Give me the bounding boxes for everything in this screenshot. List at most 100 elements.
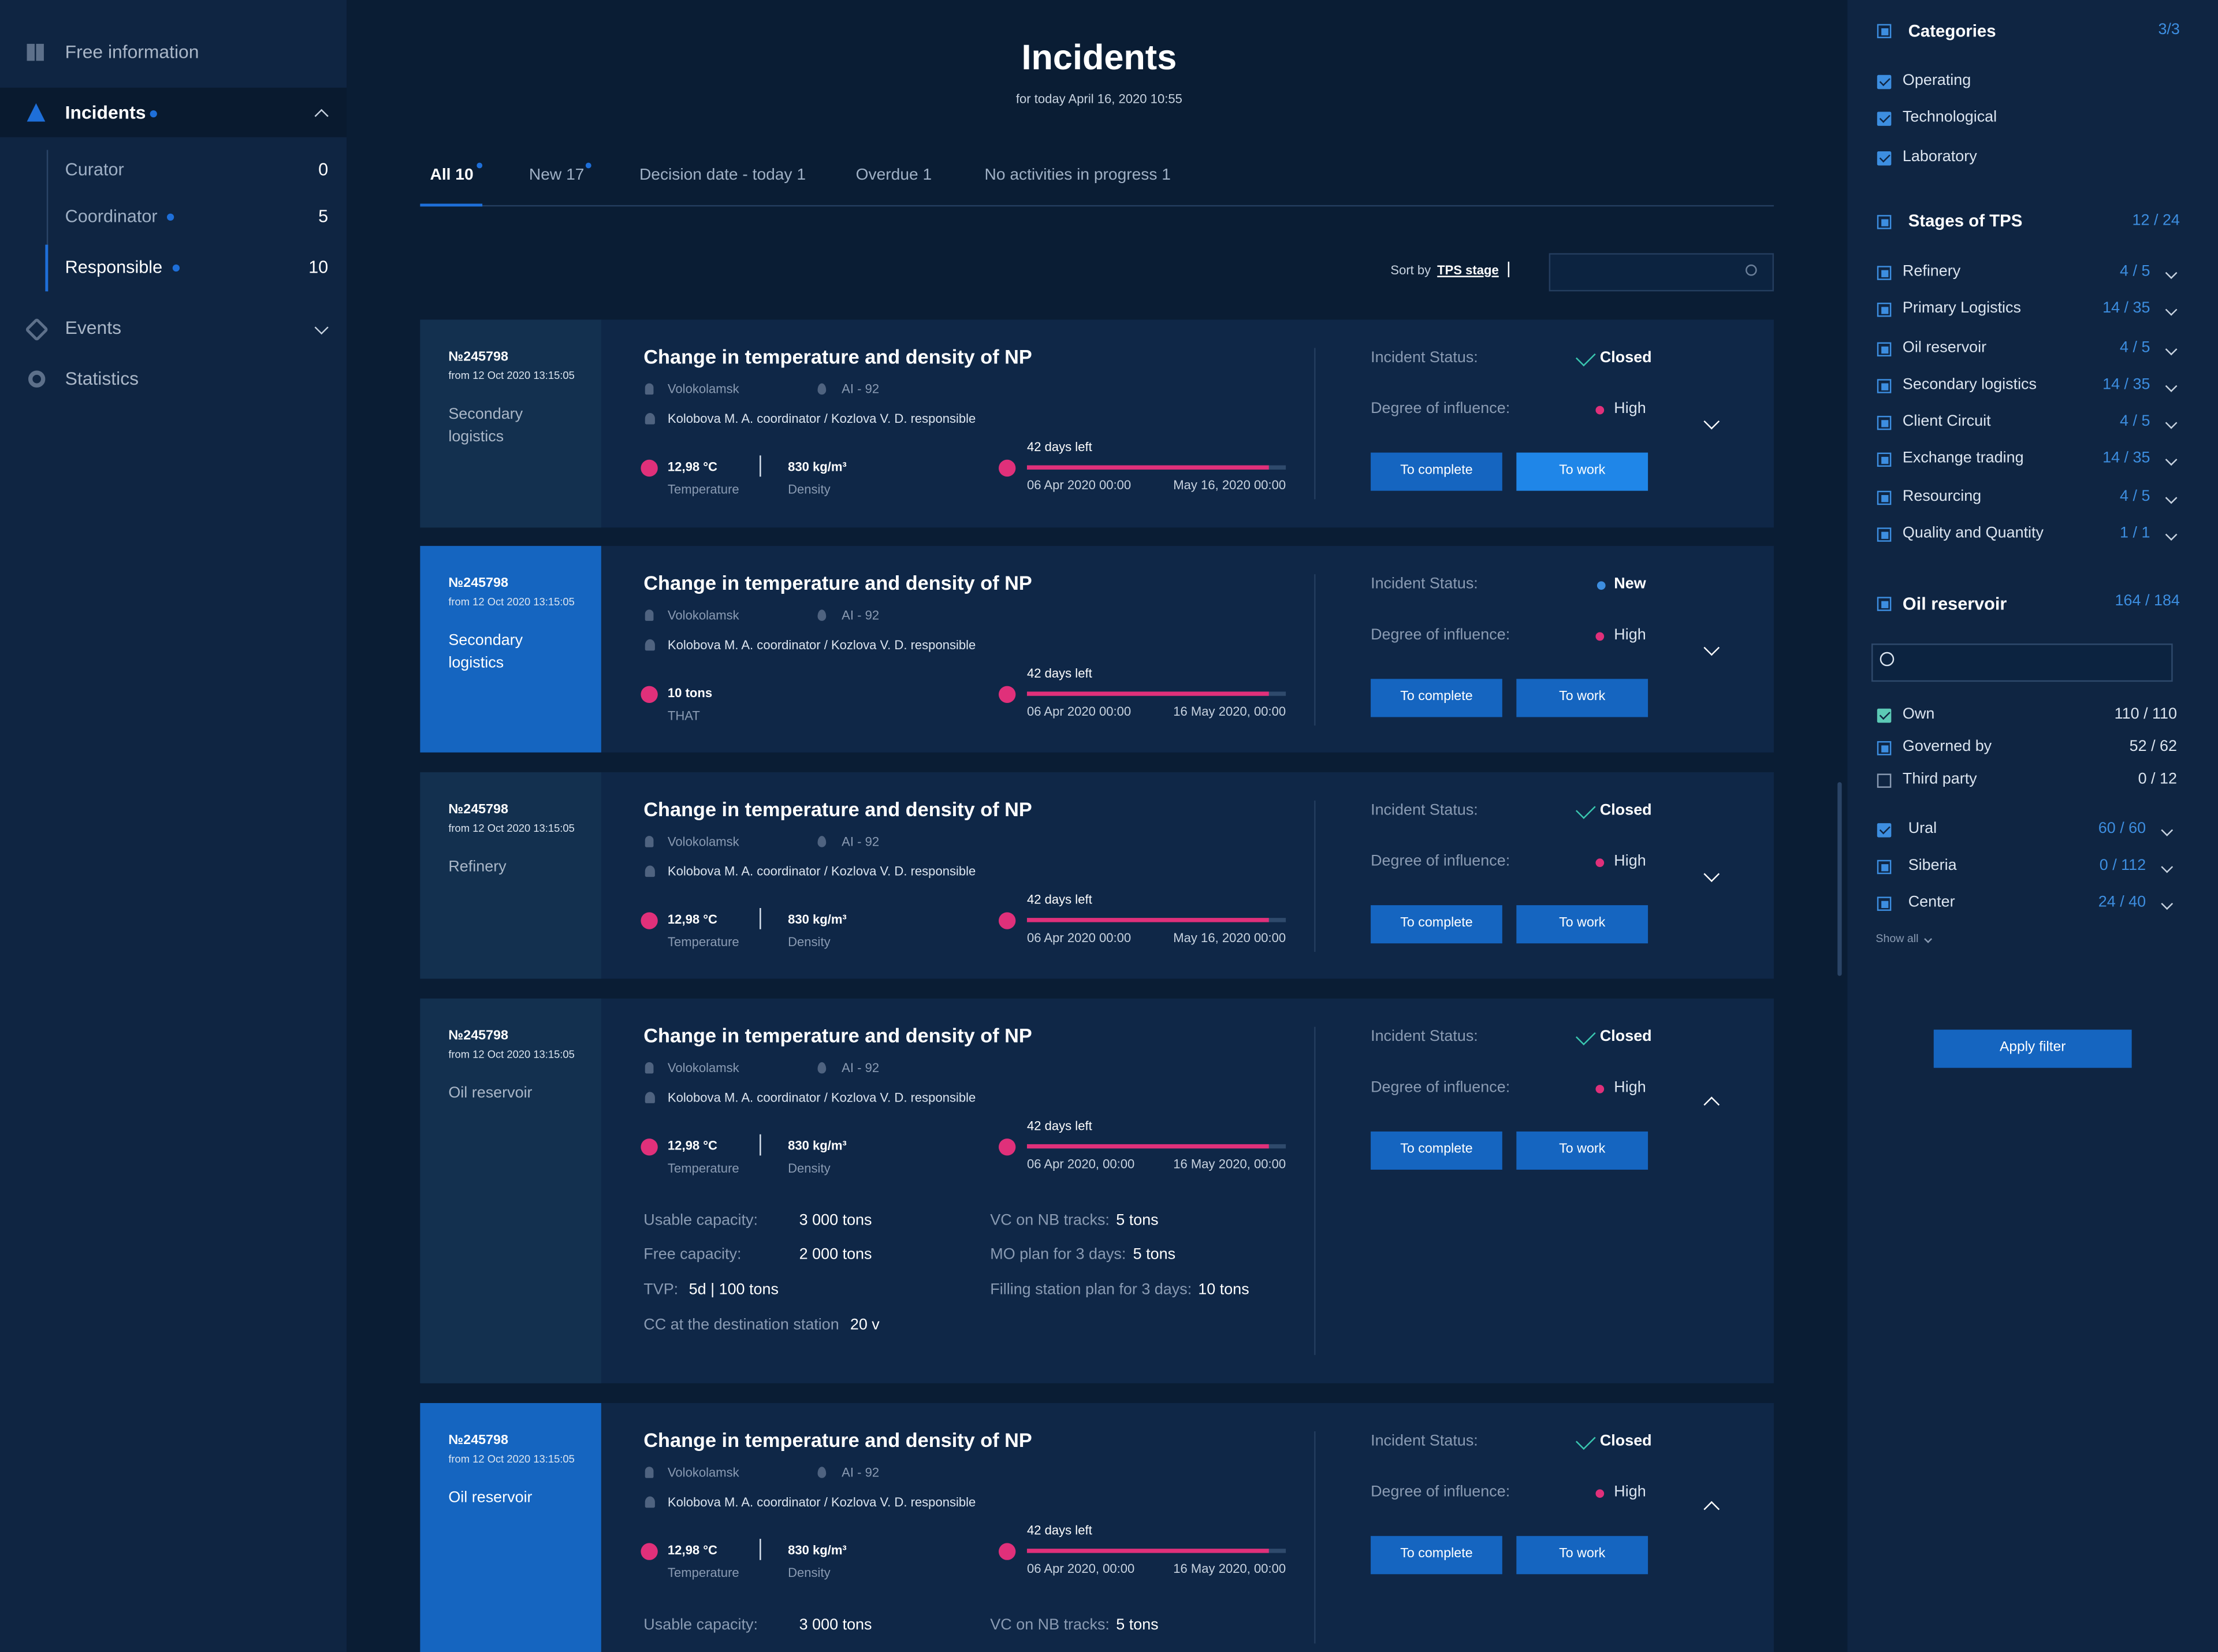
filter-option[interactable]: Siberia — [1908, 857, 1957, 875]
button-complete[interactable] — [1371, 905, 1502, 944]
filter-option[interactable]: Ural — [1908, 821, 1937, 838]
filter-option[interactable]: Governed by — [1902, 739, 1992, 756]
metric-value: 830 kg/m³ — [788, 911, 847, 926]
days-left: 42 days left — [1026, 439, 1092, 454]
incident-card[interactable] — [420, 998, 1774, 1383]
button-complete[interactable] — [1371, 679, 1502, 717]
button-complete[interactable] — [1371, 1536, 1502, 1575]
incident-card[interactable] — [420, 546, 1774, 753]
filter-option[interactable]: Technological — [1902, 109, 1997, 126]
detail-label: Usable capacity: — [643, 1617, 758, 1635]
filter-option[interactable]: Refinery — [1902, 263, 1961, 281]
filter-option[interactable]: Quality and Quantity — [1902, 525, 2044, 542]
button-label: To complete — [1400, 915, 1473, 931]
filter-option[interactable]: Exchange trading — [1902, 450, 2024, 467]
detail-value: 5 tons — [1133, 1247, 1176, 1264]
tab[interactable]: No activities in progress 1 — [984, 167, 1171, 184]
button-work[interactable] — [1516, 1131, 1648, 1170]
detail-label: VC on NB tracks: — [990, 1212, 1110, 1230]
sort-field[interactable]: TPS stage — [1437, 262, 1499, 277]
incident-card[interactable] — [420, 772, 1774, 979]
checkbox[interactable] — [1877, 741, 1892, 756]
checkbox[interactable] — [1877, 860, 1892, 875]
checkbox[interactable] — [1877, 151, 1892, 166]
influence-label: Degree of influence: — [1371, 853, 1510, 870]
checkbox[interactable] — [1877, 342, 1892, 357]
check-partial — [1880, 306, 1888, 314]
metric-divider — [760, 1134, 761, 1156]
filter-search[interactable] — [1871, 643, 2173, 682]
checkbox[interactable] — [1877, 896, 1892, 911]
checkbox[interactable] — [1877, 708, 1892, 723]
checkbox[interactable] — [1877, 266, 1892, 280]
checkbox[interactable] — [1877, 823, 1892, 838]
filter-option[interactable]: Center — [1908, 894, 1955, 911]
end-date: May 16, 2020 00:00 — [1173, 477, 1286, 492]
tab[interactable]: All 10 — [430, 167, 474, 184]
incident-card[interactable] — [420, 1403, 1774, 1652]
nav-item[interactable]: Incidents — [65, 102, 146, 124]
nav-item[interactable]: Statistics — [65, 368, 139, 389]
icon — [645, 609, 654, 621]
tab[interactable]: Decision date - today 1 — [639, 167, 806, 184]
filter-count: 110 / 110 — [2114, 706, 2178, 724]
tab-divider — [420, 205, 1774, 207]
incident-fuel: AI - 92 — [842, 607, 880, 622]
filter-option[interactable]: Laboratory — [1902, 149, 1977, 166]
incident-people: Kolobova M. A. coordinator / Kozlova V. … — [667, 864, 976, 878]
button-complete[interactable] — [1371, 1131, 1502, 1170]
filter-panel — [1847, 0, 2218, 1652]
filter-option[interactable]: Third party — [1902, 771, 1977, 788]
filter-count: 4 / 5 — [2120, 488, 2150, 506]
filter-option[interactable]: Resourcing — [1902, 488, 1982, 506]
filter-option[interactable]: Secondary logistics — [1902, 377, 2037, 394]
nav-item[interactable]: Events — [65, 317, 122, 338]
search-input[interactable] — [1549, 253, 1774, 292]
checkbox[interactable] — [1877, 452, 1892, 467]
page-title: Incidents — [1021, 38, 1177, 78]
apply-button[interactable] — [1933, 1029, 2132, 1068]
checkbox[interactable] — [1877, 111, 1892, 126]
checkbox[interactable] — [1877, 527, 1892, 542]
checkbox[interactable] — [1877, 490, 1892, 505]
check-partial — [1880, 456, 1888, 463]
filter-option[interactable]: Primary Logistics — [1902, 300, 2022, 318]
status-value: Closed — [1599, 1029, 1652, 1046]
checkbox[interactable] — [1877, 415, 1892, 430]
checkbox[interactable] — [1877, 773, 1892, 788]
status-icon — [1596, 581, 1606, 590]
clock-icon — [998, 1138, 1016, 1156]
checkbox[interactable] — [1877, 303, 1892, 317]
checkbox[interactable] — [1877, 597, 1892, 611]
button-complete[interactable] — [1371, 452, 1502, 491]
status-value: New — [1614, 576, 1646, 593]
filter-option[interactable]: Own — [1902, 706, 1935, 724]
sort-label: Sort by — [1390, 262, 1431, 277]
filter-option[interactable]: Oil reservoir — [1902, 340, 1987, 358]
button-work[interactable] — [1516, 905, 1648, 944]
detail-value: 20 v — [850, 1317, 880, 1334]
tab[interactable]: New 17 — [529, 167, 585, 184]
button-work[interactable] — [1516, 1536, 1648, 1575]
checkbox[interactable] — [1877, 215, 1892, 229]
filter-option[interactable]: Operating — [1902, 72, 1971, 90]
tab[interactable]: Overdue 1 — [855, 167, 932, 184]
end-date: 16 May 2020, 00:00 — [1173, 1561, 1286, 1575]
incident-date: from 12 Oct 2020 13:15:05 — [448, 1047, 575, 1061]
button-work[interactable] — [1516, 679, 1648, 717]
nav-item[interactable]: Free information — [65, 41, 199, 63]
checkbox[interactable] — [1877, 75, 1892, 90]
show-all[interactable]: Show all — [1875, 932, 1919, 946]
dot — [1595, 632, 1605, 641]
nav-sub-item[interactable]: Coordinator — [65, 206, 158, 226]
incident-card[interactable] — [420, 319, 1774, 528]
checkbox[interactable] — [1877, 379, 1892, 393]
button-work[interactable] — [1516, 452, 1648, 491]
nav-sub-item[interactable]: Curator — [65, 159, 124, 179]
filter-count: 0 / 12 — [2138, 771, 2178, 788]
checkbox[interactable] — [1877, 24, 1892, 39]
check-partial — [1880, 218, 1888, 226]
dot — [1595, 858, 1605, 867]
nav-sub-item[interactable]: Responsible — [65, 256, 163, 277]
filter-option[interactable]: Client Circuit — [1902, 413, 1991, 431]
